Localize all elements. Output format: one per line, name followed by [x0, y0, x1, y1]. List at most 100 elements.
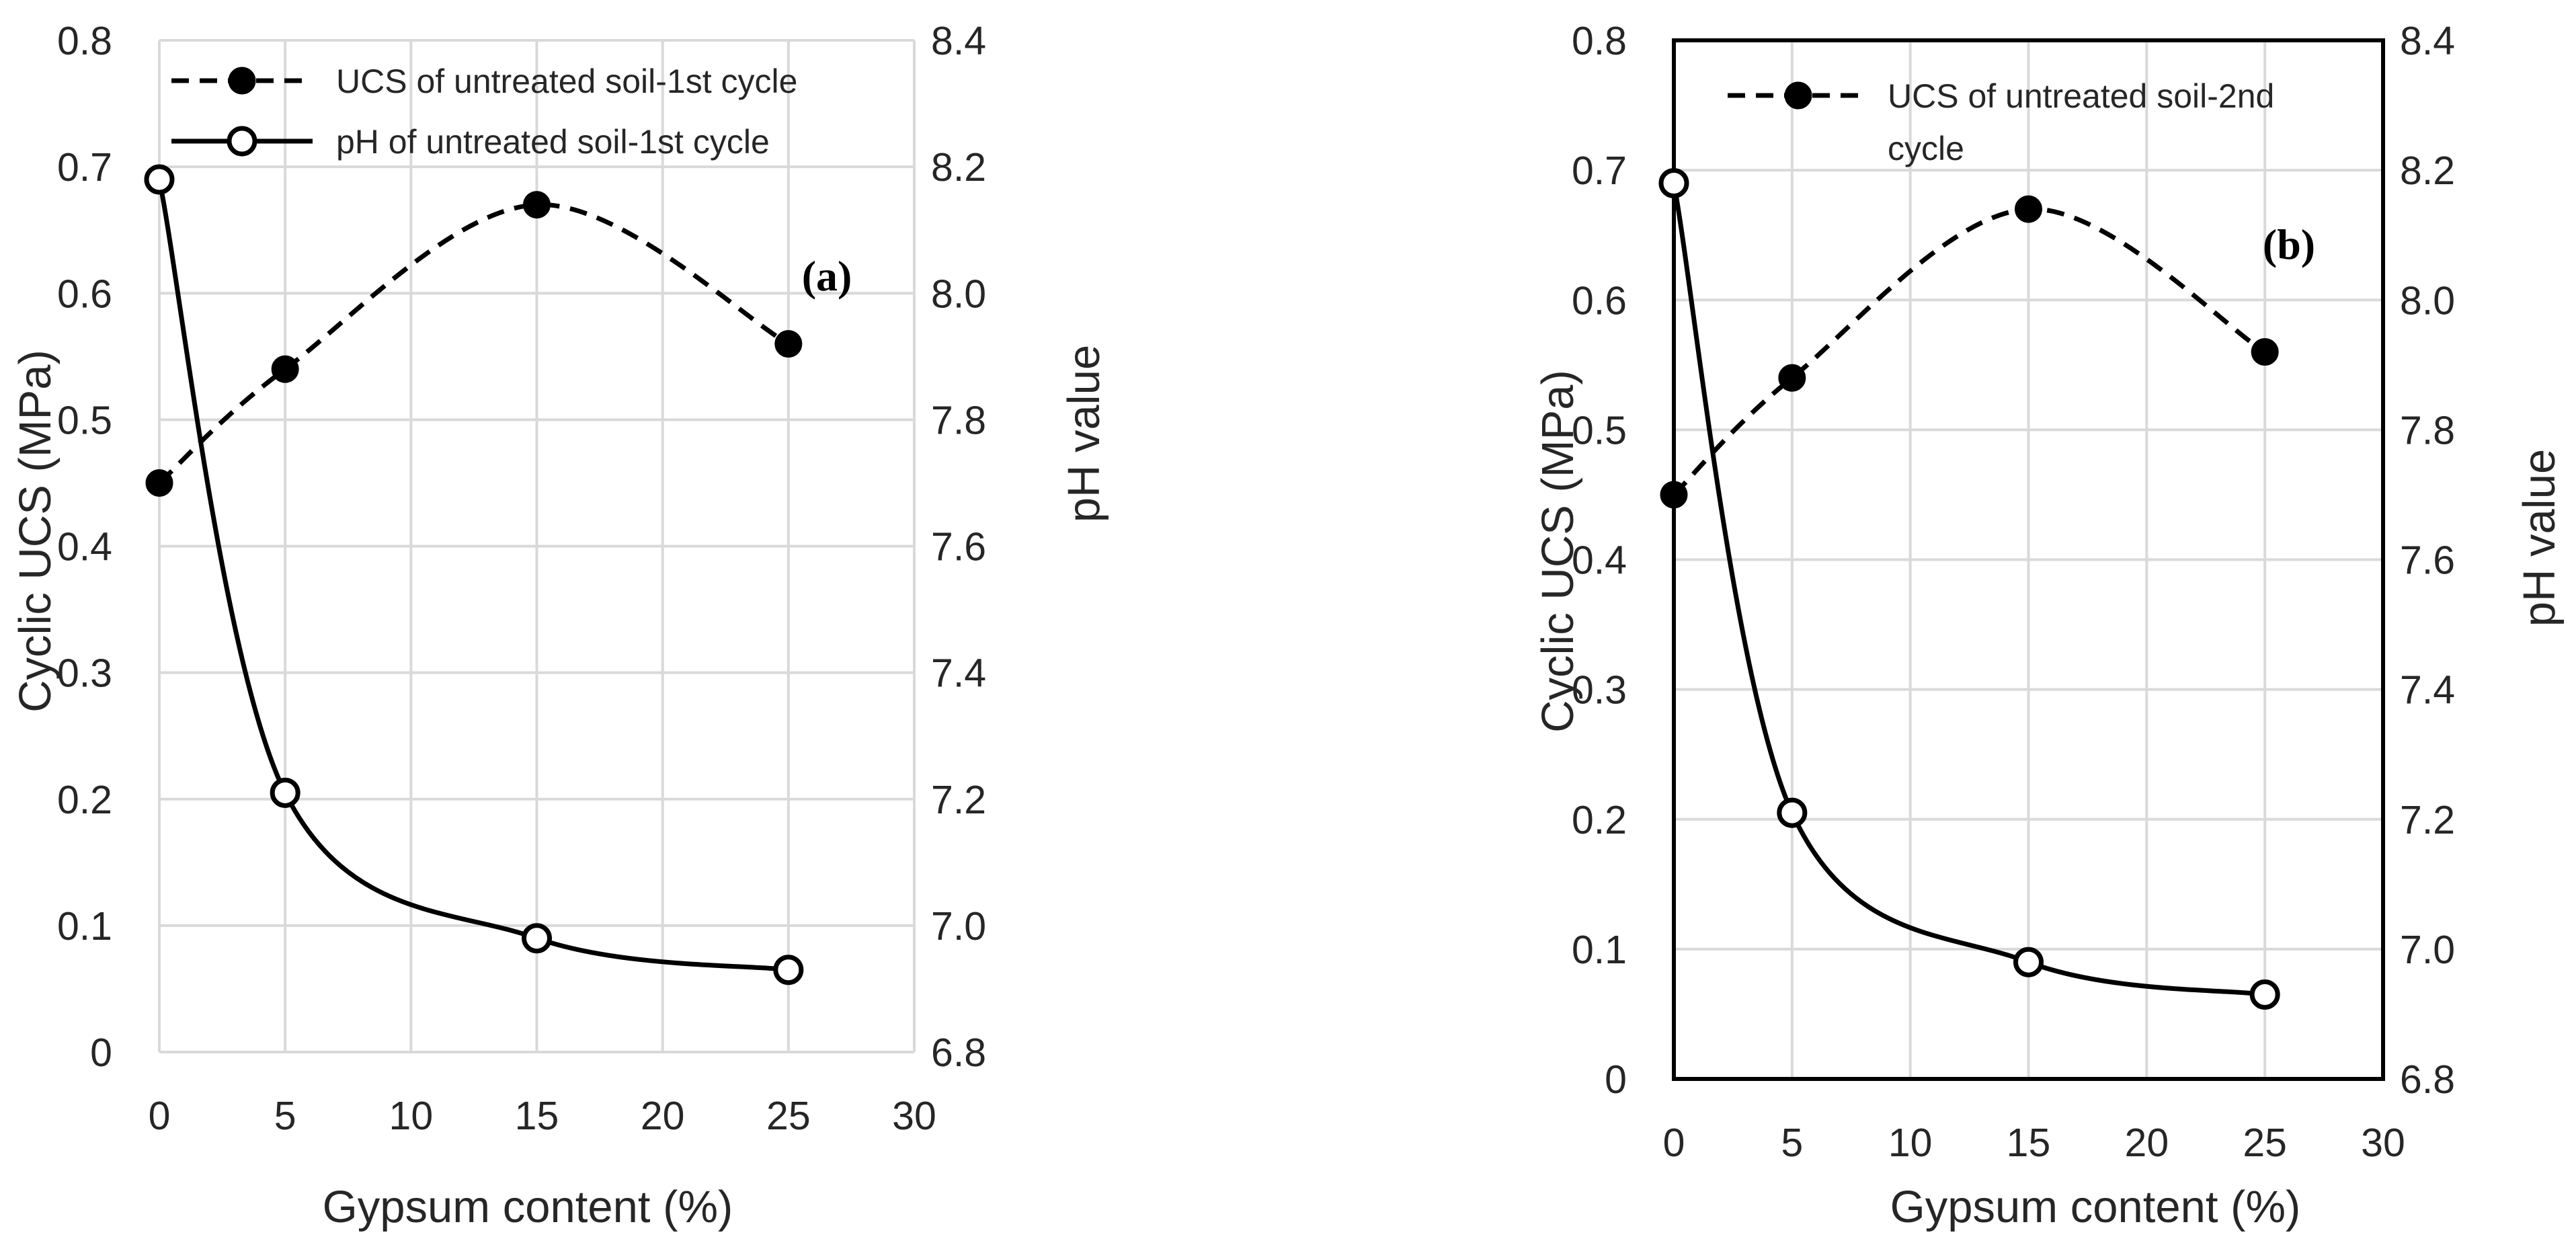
y-right-tick-label-a: 7.6 [931, 525, 986, 569]
x-axis-title-a: Gypsum content (%) [323, 1182, 733, 1232]
legend-ucs-label-a: UCS of untreated soil-1st cycle [336, 63, 797, 100]
x-tick-label-b: 15 [2007, 1121, 2051, 1165]
x-ticks-a: 0 5 10 15 20 25 30 [149, 1094, 936, 1138]
y-left-tick-label-b: 0.3 [1572, 668, 1627, 713]
ucs-series-line-a [157, 202, 790, 485]
y-left-ticks-a: 0 0.1 0.2 0.3 0.4 0.5 0.6 0.7 0.8 [57, 19, 112, 1075]
ph-data-point-b [2013, 947, 2044, 977]
ph-series-line-a [157, 179, 789, 973]
y-right-tick-label-b: 8.4 [2400, 19, 2455, 63]
y-left-tick-label-b: 0.4 [1572, 538, 1627, 583]
ph-data-point-a [270, 777, 300, 808]
y-axis-title-left-b: Cyclic UCS (MPa) [1533, 370, 1583, 733]
x-ticks-b: 0 5 10 15 20 25 30 [1663, 1121, 2405, 1165]
ph-data-point-a [773, 955, 804, 985]
x-axis-title-b: Gypsum content (%) [1890, 1182, 2301, 1232]
y-axis-title-right-a: pH value [1059, 345, 1109, 522]
y-left-tick-label-a: 0.8 [57, 19, 112, 63]
ph-series-line-b [1671, 182, 2265, 997]
y-left-tick-label-a: 0.3 [57, 651, 112, 696]
y-right-tick-label-a: 7.0 [931, 904, 986, 949]
y-left-tick-label-a: 0.4 [57, 525, 112, 569]
y-right-tick-label-b: 8.0 [2400, 278, 2455, 323]
ucs-data-point-b [2015, 195, 2042, 223]
chart-panel-b: 0 0.1 0.2 0.3 0.4 0.5 0.6 0.7 0.8 6.8 7.0 7.2 7.4 7.… [1533, 19, 2565, 1232]
ucs-data-point-b [1778, 364, 1806, 392]
legend-ph-marker-a [227, 126, 257, 157]
legend-ucs-label-b-line2: cycle [1888, 130, 1964, 167]
ph-data-point-a [522, 923, 552, 954]
y-right-tick-label-b: 6.8 [2400, 1057, 2455, 1102]
ucs-data-point-b [2251, 338, 2279, 366]
ucs-series-line-b [1672, 206, 2266, 497]
y-left-tick-label-a: 0.5 [57, 398, 112, 442]
y-right-tick-label-a: 6.8 [931, 1031, 986, 1075]
y-left-tick-label-a: 0.1 [57, 904, 112, 949]
axis-frame-b [1672, 38, 2385, 1081]
y-left-tick-label-b: 0 [1605, 1057, 1627, 1102]
y-left-tick-label-a: 0 [90, 1031, 112, 1075]
y-right-tick-label-b: 7.4 [2400, 668, 2455, 713]
x-tick-label-a: 15 [515, 1094, 559, 1138]
series-b [1658, 167, 2280, 1010]
legend-b: UCS of untreated soil-2nd cycle [1728, 77, 2274, 167]
y-left-tick-label-a: 0.6 [57, 272, 112, 316]
y-right-tick-label-a: 8.2 [931, 145, 986, 190]
y-right-tick-label-b: 7.0 [2400, 928, 2455, 972]
ucs-data-point-a [145, 469, 173, 497]
y-left-tick-label-a: 0.2 [57, 778, 112, 822]
y-left-ticks-b: 0 0.1 0.2 0.3 0.4 0.5 0.6 0.7 0.8 [1572, 19, 1627, 1102]
y-axis-title-left-a: Cyclic UCS (MPa) [10, 350, 61, 713]
ph-data-point-a [144, 164, 175, 195]
ucs-data-point-a [774, 330, 803, 358]
x-tick-label-a: 10 [389, 1094, 434, 1138]
y-left-tick-label-b: 0.2 [1572, 798, 1627, 842]
chart-panel-a: 0 0.1 0.2 0.3 0.4 0.5 0.6 0.7 0.8 6.8 7.0 7.2 7.4 7.… [10, 19, 1109, 1232]
y-right-tick-label-b: 7.8 [2400, 408, 2455, 452]
y-left-tick-label-b: 0.1 [1572, 928, 1627, 972]
x-tick-label-b: 25 [2243, 1121, 2287, 1165]
ucs-data-point-a [271, 355, 299, 383]
x-tick-label-b: 5 [1781, 1121, 1803, 1165]
y-left-tick-label-b: 0.7 [1572, 149, 1627, 193]
ucs-data-point-a [523, 191, 551, 219]
x-tick-label-b: 30 [2361, 1121, 2405, 1165]
y-left-tick-label-b: 0.5 [1572, 408, 1627, 452]
y-right-ticks-b: 6.8 7.0 7.2 7.4 7.6 7.8 8.0 8.2 8.4 [2400, 19, 2455, 1102]
legend-ucs-marker-b [1784, 81, 1812, 110]
x-tick-label-a: 0 [149, 1094, 171, 1138]
y-right-tick-label-a: 8.4 [931, 19, 986, 63]
x-tick-label-a: 20 [641, 1094, 685, 1138]
legend-ucs-marker-a [228, 67, 256, 95]
panel-label-a: (a) [802, 252, 852, 300]
x-tick-label-a: 25 [766, 1094, 811, 1138]
y-right-tick-label-a: 7.2 [931, 778, 986, 822]
x-tick-label-b: 0 [1663, 1121, 1685, 1165]
y-left-tick-label-b: 0.8 [1572, 19, 1627, 63]
y-left-tick-label-a: 0.7 [57, 145, 112, 190]
x-tick-label-b: 10 [1888, 1121, 1933, 1165]
panel-label-b: (b) [2263, 220, 2315, 268]
y-axis-title-right-b: pH value [2514, 449, 2565, 627]
grid-a [158, 39, 916, 1053]
legend-a: UCS of untreated soil-1st cycle pH of un… [171, 63, 797, 161]
y-right-tick-label-b: 8.2 [2400, 149, 2455, 193]
ph-data-point-b [1777, 797, 1808, 828]
y-left-tick-label-b: 0.6 [1572, 278, 1627, 323]
ucs-data-point-b [1660, 481, 1688, 509]
y-right-tick-label-a: 8.0 [931, 272, 986, 316]
x-tick-label-a: 5 [274, 1094, 296, 1138]
ph-data-point-b [2249, 979, 2280, 1010]
y-right-tick-label-a: 7.4 [931, 651, 986, 696]
legend-ucs-label-b-line1: UCS of untreated soil-2nd [1888, 77, 2274, 115]
plot-frame-b [1672, 38, 2385, 1081]
y-right-tick-label-b: 7.2 [2400, 798, 2455, 842]
x-tick-label-a: 30 [892, 1094, 936, 1138]
ph-data-point-b [1658, 167, 1689, 198]
legend-ph-label-a: pH of untreated soil-1st cycle [336, 123, 770, 161]
series-a [144, 164, 804, 985]
y-right-ticks-a: 6.8 7.0 7.2 7.4 7.6 7.8 8.0 8.2 8.4 [931, 19, 986, 1075]
x-tick-label-b: 20 [2125, 1121, 2169, 1165]
y-right-tick-label-b: 7.6 [2400, 538, 2455, 583]
